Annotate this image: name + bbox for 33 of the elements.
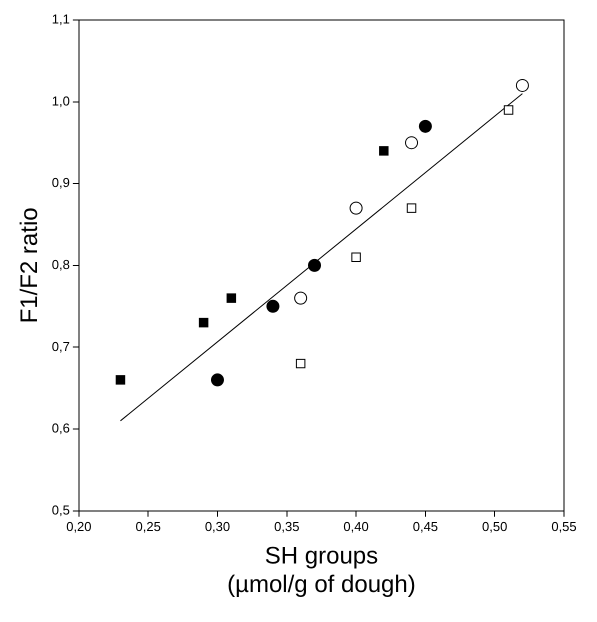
- point: [296, 358, 306, 368]
- y-tick-label: 0,7: [52, 338, 70, 354]
- point: [226, 293, 236, 303]
- point: [210, 373, 224, 386]
- point: [406, 203, 416, 213]
- point: [504, 105, 514, 115]
- y-tick-label: 0,6: [52, 420, 70, 436]
- point: [379, 146, 389, 156]
- y-tick-label: 1,0: [52, 93, 70, 108]
- y-tick-label: 0,9: [52, 175, 70, 190]
- point: [266, 300, 280, 313]
- y-tick-label: 1,1: [52, 12, 70, 27]
- point: [350, 202, 363, 215]
- x-tick-label: 0,55: [551, 519, 577, 534]
- x-tick-label: 0,45: [412, 519, 438, 534]
- point: [516, 78, 529, 92]
- point: [418, 120, 432, 133]
- y-axis-title: F1/F2 ratio: [16, 207, 44, 324]
- point: [308, 258, 322, 272]
- y-tick-label: 0,8: [52, 256, 70, 272]
- point: [116, 375, 126, 385]
- x-tick-label: 0,20: [66, 519, 92, 534]
- x-tick-label: 0,50: [482, 519, 508, 534]
- x-tick-label: 0,25: [136, 519, 161, 534]
- x-tick-label: 0,35: [274, 519, 300, 534]
- point: [351, 252, 361, 262]
- x-tick-label: 0,30: [204, 519, 230, 534]
- y-tick-label: 0,5: [52, 502, 70, 518]
- point: [405, 136, 418, 150]
- point: [294, 292, 308, 305]
- x-tick-label: 0,40: [343, 519, 369, 534]
- point: [198, 318, 208, 328]
- x-axis-title: SH groups (µmol/g of dough): [227, 542, 416, 598]
